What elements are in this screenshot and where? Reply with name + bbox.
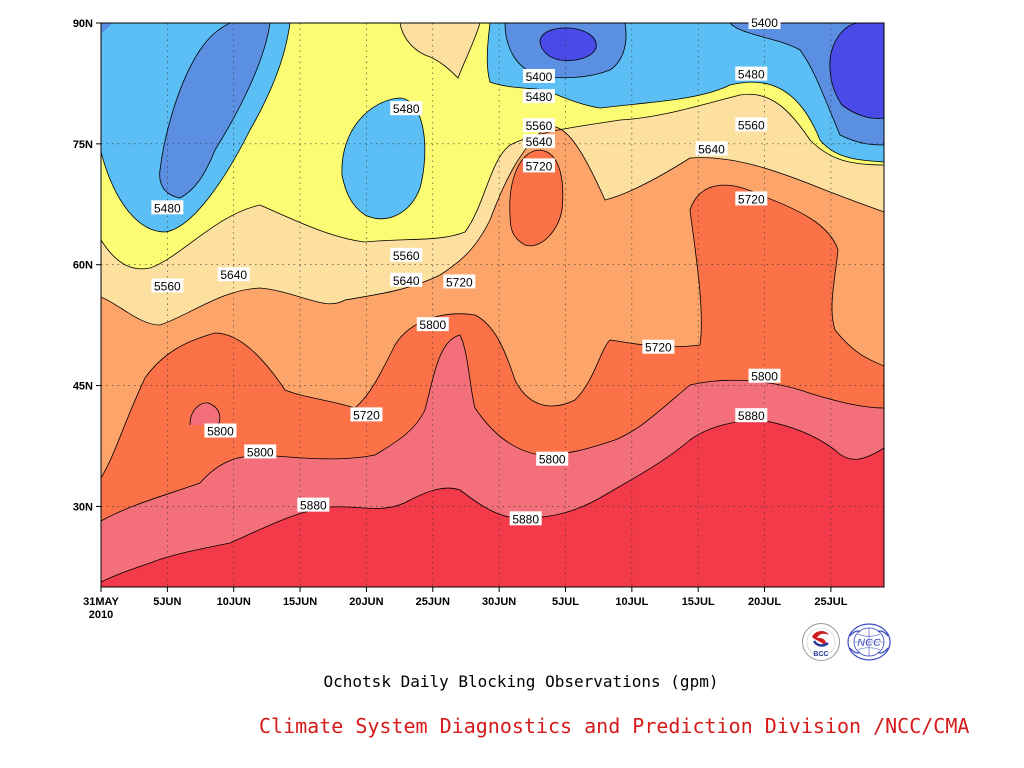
svg-text:5880: 5880 bbox=[300, 499, 327, 513]
x-tick-label: 10JUL bbox=[615, 596, 648, 608]
band-below-5320 bbox=[540, 27, 597, 61]
contour-label: 5880 bbox=[735, 408, 768, 423]
svg-text:5640: 5640 bbox=[526, 135, 553, 149]
svg-text:NCC: NCC bbox=[857, 637, 882, 649]
svg-text:5800: 5800 bbox=[419, 318, 446, 332]
svg-text:5480: 5480 bbox=[526, 90, 553, 104]
contour-labels: 5480 5560 5640 5800 5800 5720 5880 5480 5560 5640… bbox=[151, 15, 781, 526]
contour-label: 5640 bbox=[217, 267, 250, 282]
band-5560-5640-north-patch bbox=[400, 23, 480, 78]
x-tick-label: 25JUL bbox=[814, 596, 847, 608]
band-below-5320-ne bbox=[829, 23, 884, 119]
contour-label: 5640 bbox=[695, 141, 728, 156]
y-axis-tick-labels: 30N 45N 60N 75N 90N bbox=[73, 18, 93, 513]
band-5320-5400-topleft bbox=[101, 23, 112, 33]
svg-text:5720: 5720 bbox=[738, 192, 765, 206]
contour-label: 5400 bbox=[522, 68, 555, 84]
contour-label: 5800 bbox=[416, 317, 449, 332]
svg-text:5560: 5560 bbox=[738, 118, 765, 132]
contour-label: 5720 bbox=[350, 407, 383, 422]
svg-text:5640: 5640 bbox=[698, 142, 725, 156]
svg-text:5800: 5800 bbox=[539, 453, 566, 467]
svg-text:BCC: BCC bbox=[813, 651, 828, 658]
svg-text:5880: 5880 bbox=[738, 409, 765, 423]
axis-ticks bbox=[96, 22, 832, 592]
svg-text:5720: 5720 bbox=[353, 408, 380, 422]
svg-text:5480: 5480 bbox=[154, 201, 181, 215]
x-tick-label: 5JUN bbox=[153, 596, 181, 608]
svg-text:5800: 5800 bbox=[751, 370, 778, 384]
contour-lines bbox=[101, 23, 884, 583]
svg-text:5800: 5800 bbox=[207, 424, 234, 438]
contour-label: 5560 bbox=[522, 118, 555, 133]
ncc-logo-icon: NCC bbox=[847, 623, 891, 661]
y-tick-label: 30N bbox=[73, 501, 93, 513]
x-tick-label: 10JUN bbox=[217, 596, 251, 608]
contour-label: 5720 bbox=[642, 339, 675, 355]
contour-label: 5720 bbox=[522, 158, 555, 173]
contour-label: 5880 bbox=[297, 497, 330, 513]
contour-label: 5640 bbox=[390, 272, 423, 288]
svg-text:5720: 5720 bbox=[446, 275, 473, 289]
svg-text:5400: 5400 bbox=[751, 16, 778, 30]
x-tick-label: 20JUN bbox=[349, 596, 383, 608]
svg-text:5800: 5800 bbox=[247, 445, 274, 459]
svg-text:5640: 5640 bbox=[220, 268, 247, 282]
band-5320-5400 bbox=[159, 23, 270, 198]
contour-label: 5560 bbox=[390, 247, 423, 263]
y-tick-label: 90N bbox=[73, 18, 93, 30]
x-tick-label: 5JUL bbox=[552, 596, 579, 608]
svg-text:5880: 5880 bbox=[512, 512, 539, 526]
patch-5800-small bbox=[190, 402, 220, 425]
y-tick-label: 45N bbox=[73, 381, 93, 393]
svg-text:5560: 5560 bbox=[393, 249, 420, 263]
band-5400-5480-island bbox=[341, 98, 425, 219]
x-axis-tick-labels: 31MAY 2010 5JUN 10JUN 15JUN 20JUN 25JUN 30JUN 5J… bbox=[83, 596, 848, 621]
contour-label: 5560 bbox=[151, 278, 184, 293]
plot-area bbox=[101, 23, 884, 587]
svg-text:5640: 5640 bbox=[393, 274, 420, 288]
contour-label: 5880 bbox=[509, 511, 542, 526]
x-tick-label: 15JUN bbox=[283, 596, 317, 608]
svg-text:5720: 5720 bbox=[526, 159, 553, 173]
contour-label: 5480 bbox=[390, 101, 423, 116]
credit-text: Climate System Diagnostics and Predictio… bbox=[259, 714, 970, 738]
y-tick-label: 60N bbox=[73, 260, 93, 272]
svg-text:5480: 5480 bbox=[738, 68, 765, 82]
contour-label: 5800 bbox=[536, 451, 569, 467]
bcc-logo-icon: BCC bbox=[802, 623, 840, 661]
band-above-5880 bbox=[101, 420, 884, 587]
contour-label: 5480 bbox=[522, 89, 555, 104]
svg-text:5560: 5560 bbox=[526, 119, 553, 133]
plot-frame bbox=[100, 22, 885, 588]
contour-label: 5640 bbox=[522, 134, 555, 149]
x-tick-label: 30JUN bbox=[482, 596, 516, 608]
contour-label: 5800 bbox=[244, 444, 277, 459]
contour-label: 5720 bbox=[443, 274, 476, 289]
svg-text:5720: 5720 bbox=[645, 341, 672, 355]
svg-text:5560: 5560 bbox=[154, 279, 181, 293]
x-tick-label: 25JUN bbox=[416, 596, 450, 608]
svg-text:5480: 5480 bbox=[393, 102, 420, 116]
x-tick-label: 31MAY 2010 bbox=[83, 596, 119, 621]
contour-label: 5480 bbox=[735, 66, 768, 82]
svg-text:5400: 5400 bbox=[526, 70, 553, 84]
y-tick-label: 75N bbox=[73, 139, 93, 151]
contour-label: 5800 bbox=[748, 368, 781, 384]
x-tick-label: 20JUL bbox=[748, 596, 781, 608]
gridlines bbox=[101, 23, 884, 587]
contour-label: 5800 bbox=[204, 423, 237, 438]
x-tick-label: 15JUL bbox=[682, 596, 715, 608]
chart-title: Ochotsk Daily Blocking Observations (gpm… bbox=[323, 672, 719, 691]
contour-label: 5720 bbox=[735, 191, 768, 206]
contour-label: 5480 bbox=[151, 200, 184, 215]
contour-label: 5400 bbox=[748, 15, 781, 30]
contour-label: 5560 bbox=[735, 117, 768, 132]
patch-5720-high bbox=[509, 150, 563, 246]
